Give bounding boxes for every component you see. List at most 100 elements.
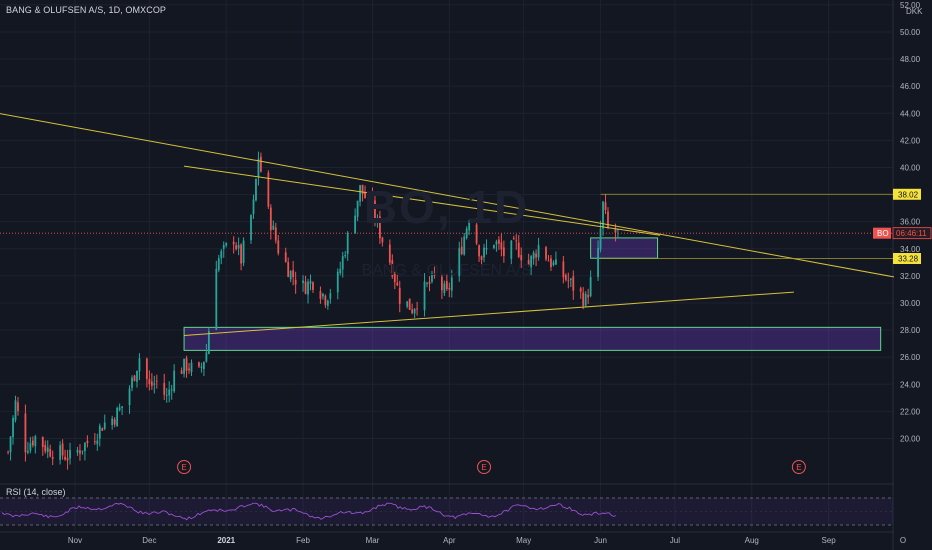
candle: [240, 243, 242, 271]
candle-body: [322, 293, 324, 297]
price-tick-label: 46.00: [900, 82, 921, 91]
candle: [443, 280, 446, 296]
candle: [307, 278, 309, 304]
candle-body: [463, 236, 466, 255]
candle: [49, 444, 52, 458]
earnings-marker: [477, 460, 492, 474]
time-tick-label: Dec: [142, 536, 156, 545]
candle-body: [217, 258, 220, 271]
candle: [46, 440, 49, 459]
candle: [614, 223, 617, 242]
candle: [235, 242, 238, 251]
candle-body: [118, 407, 121, 411]
candle: [170, 385, 173, 400]
candle: [532, 250, 535, 265]
candle: [121, 406, 124, 415]
candle-body: [66, 458, 69, 461]
candle: [510, 239, 513, 265]
candle: [376, 214, 379, 228]
candle: [607, 207, 609, 230]
candle: [495, 239, 498, 252]
candle-body: [579, 288, 582, 292]
candle: [136, 370, 138, 388]
candle: [388, 239, 391, 266]
candle: [133, 374, 136, 382]
candle: [475, 218, 478, 246]
time-axis[interactable]: Nov Dec 2021 Feb Mar Apr May Jun Jul Aug Sep O: [68, 536, 906, 545]
symbol-legend[interactable]: BANG & OLUFSEN A/S, 1D, OMXCOP: [6, 5, 167, 15]
candle-body: [86, 440, 89, 444]
candle-body: [307, 281, 309, 295]
price-tick-label: 42.00: [900, 136, 921, 145]
candle-body: [51, 456, 54, 459]
candle-body: [584, 293, 587, 306]
candle-body: [428, 281, 431, 284]
trendline: [184, 165, 661, 236]
candle: [564, 273, 567, 282]
candle-body: [408, 298, 411, 310]
candle-body: [237, 244, 240, 249]
candle: [304, 275, 307, 295]
price-axis-bg: [894, 0, 932, 550]
candle: [416, 301, 419, 316]
earnings-marker-label: E: [796, 463, 801, 472]
time-tick-label: Sep: [821, 536, 836, 545]
candle-body: [292, 270, 295, 278]
candle-body: [535, 253, 537, 258]
candle-body: [589, 277, 592, 297]
candle: [131, 375, 133, 392]
candle: [66, 449, 69, 470]
candle-body: [520, 255, 523, 261]
candle: [572, 270, 575, 300]
rsi-legend[interactable]: RSI (14, close): [6, 487, 66, 497]
candle-body: [460, 246, 463, 255]
candle: [413, 308, 416, 319]
candle-body: [550, 258, 552, 268]
candle-body: [537, 245, 540, 258]
candle: [163, 373, 166, 401]
candle-body: [512, 238, 515, 240]
candle-body: [252, 199, 255, 214]
candle-body: [207, 331, 210, 355]
candle: [604, 194, 607, 215]
candle: [512, 235, 515, 240]
candle-body: [26, 450, 29, 453]
candle-body: [24, 413, 27, 453]
candle-body: [284, 252, 287, 262]
candle: [460, 237, 463, 256]
candle: [537, 237, 540, 261]
candle: [61, 439, 64, 460]
candle: [465, 226, 468, 240]
candle-body: [617, 229, 619, 231]
candle-body: [240, 244, 242, 264]
candle-body: [440, 276, 443, 291]
candle-body: [173, 370, 176, 392]
candle-body: [597, 247, 599, 277]
candle-body: [354, 215, 357, 234]
candle: [242, 237, 245, 267]
candle-body: [165, 395, 168, 396]
candle: [324, 294, 327, 309]
candle-body: [7, 451, 9, 453]
candle-body: [29, 443, 32, 451]
candle-body: [527, 260, 530, 266]
candle-body: [255, 179, 257, 201]
candle-body: [76, 449, 79, 453]
candle: [237, 237, 240, 256]
time-tick-label: Jul: [670, 536, 680, 545]
candle-body: [136, 370, 138, 382]
candle: [93, 432, 96, 445]
candle-body: [98, 425, 101, 439]
candle: [515, 234, 518, 250]
earnings-marker: [791, 460, 806, 474]
candle: [292, 260, 295, 286]
candle: [269, 204, 272, 240]
candle: [138, 353, 141, 381]
candle: [517, 234, 520, 259]
candle: [24, 404, 27, 462]
candle-body: [614, 228, 617, 233]
